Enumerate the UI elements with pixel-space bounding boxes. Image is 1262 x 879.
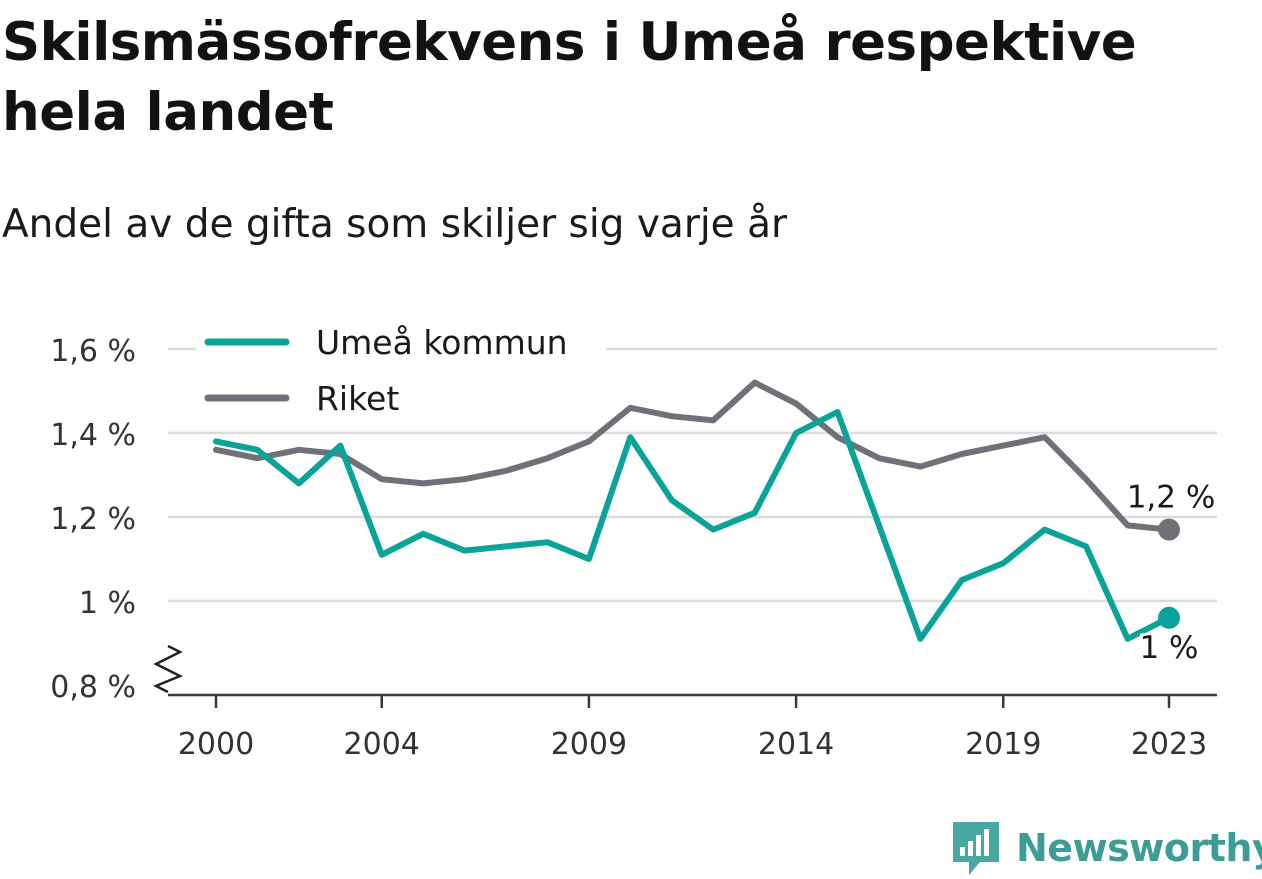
x-tick-label: 2009 (551, 727, 627, 762)
newsworthy-logo: Newsworthy (950, 818, 1262, 878)
axes: 0,8 % 1 % 1,2 % 1,4 % 1,6 % 2000 2004 2009 2014 2… (50, 334, 1217, 762)
x-tick-label: 2004 (344, 727, 420, 762)
chart-title: Skilsmässofrekvens i Umeå respektive hel… (2, 12, 1137, 143)
legend-label-riket: Riket (316, 379, 399, 418)
x-tick-label: 2014 (758, 727, 834, 762)
end-label-umea: 1 % (1139, 630, 1198, 666)
chart-subtitle: Andel av de gifta som skiljer sig varje … (2, 202, 788, 247)
y-tick-label: 1,2 % (50, 502, 136, 537)
series-line-umea (213, 409, 1172, 642)
legend: Umeå kommun Riket (196, 318, 606, 428)
end-label-riket: 1,2 % (1127, 480, 1216, 516)
series-line-riket (213, 379, 1172, 533)
brand-name: Newsworthy (1016, 826, 1262, 870)
bar-chart-logo-icon (953, 822, 999, 875)
x-tick-label: 2019 (965, 727, 1041, 762)
series-lines (213, 379, 1180, 642)
y-tick-label: 1,4 % (50, 418, 136, 453)
x-tick-label: 2000 (178, 727, 254, 762)
y-tick-label: 1,6 % (50, 334, 136, 369)
x-tick-label: 2023 (1131, 727, 1207, 762)
end-labels: 1,2 % 1 % (1124, 477, 1219, 669)
end-point-riket (1158, 518, 1180, 541)
end-point-umea (1158, 606, 1180, 629)
y-tick-label: 0,8 % (50, 670, 136, 705)
legend-label-umea: Umeå kommun (316, 323, 568, 362)
legend-background (196, 318, 606, 428)
y-tick-label: 1 % (79, 586, 136, 621)
axis-break-icon (152, 644, 184, 694)
